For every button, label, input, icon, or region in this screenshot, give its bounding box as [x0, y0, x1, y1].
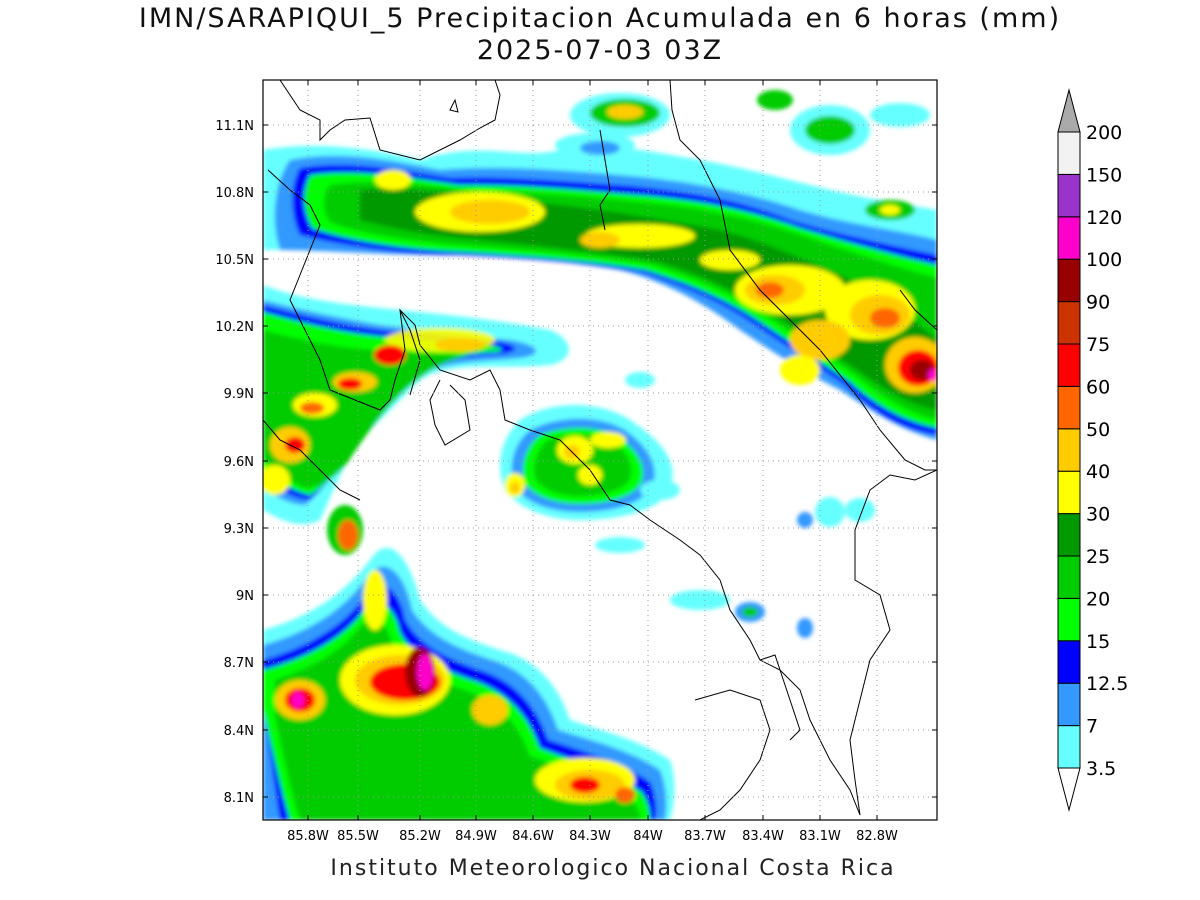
- lon-tick-label: 85.8W: [287, 829, 329, 844]
- colorbar-label: 100: [1086, 249, 1122, 271]
- colorbar-swatch: [1057, 173, 1081, 218]
- colorbar-label: 7: [1086, 716, 1098, 738]
- lon-tick-label: 84W: [633, 829, 663, 844]
- lat-lon-grid: [263, 80, 937, 820]
- lon-tick-label: 82.8W: [856, 829, 898, 844]
- map-datetime: 2025-07-03 03Z: [476, 35, 724, 66]
- latitude-axis: 11.1N 10.8N 10.5N 10.2N 9.9N 9.6N 9.3N 9N 8.7N 8.…: [215, 119, 937, 806]
- colorbar-swatch: [1057, 682, 1081, 727]
- colorbar-label: 75: [1086, 334, 1110, 356]
- map-frame: [262, 79, 938, 821]
- lat-tick-label: 11.1N: [215, 119, 254, 134]
- colorbar-label: 25: [1086, 546, 1110, 568]
- colorbar-label: 90: [1086, 292, 1110, 314]
- colorbar-swatch: [1057, 640, 1081, 684]
- colorbar-swatch: [1057, 343, 1081, 387]
- colorbar-label: 40: [1086, 461, 1110, 483]
- map-title: IMN/SARAPIQUI_5 Precipitacion Acumulada …: [138, 3, 1062, 34]
- lon-tick-label: 83.4W: [742, 829, 784, 844]
- colorbar-swatch: [1057, 555, 1081, 599]
- lat-tick-label: 10.2N: [215, 320, 254, 335]
- colorbar-swatch: [1057, 385, 1081, 430]
- colorbar-swatch: [1057, 597, 1081, 642]
- coastlines-and-borders: [263, 80, 937, 820]
- colorbar-label: 50: [1086, 419, 1110, 441]
- colorbar-swatch: [1057, 725, 1081, 769]
- colorbar-lower-arrow: [1057, 767, 1081, 812]
- lon-tick-label: 85.2W: [399, 829, 441, 844]
- colorbar-label: 120: [1086, 207, 1122, 229]
- lat-tick-label: 9.3N: [224, 522, 254, 537]
- lon-tick-label: 84.3W: [569, 829, 611, 844]
- colorbar-swatch: [1057, 301, 1081, 345]
- colorbar-label: 150: [1086, 164, 1122, 186]
- colorbar-swatch: [1057, 470, 1081, 515]
- lat-tick-label: 9N: [236, 589, 254, 604]
- colorbar-label: 30: [1086, 504, 1110, 526]
- colorbar-swatch: [1057, 428, 1081, 472]
- colorbar-label: 20: [1086, 588, 1110, 610]
- lat-tick-label: 8.1N: [224, 791, 254, 806]
- colorbar-label: 60: [1086, 376, 1110, 398]
- institution-credit: Instituto Meteorologico Nacional Costa R…: [330, 856, 896, 881]
- longitude-axis: 85.8W 85.5W 85.2W 84.9W 84.6W 84.3W 84W 83.7W 83…: [287, 80, 898, 844]
- lon-tick-label: 83.7W: [684, 829, 726, 844]
- colorbar-swatch: [1057, 513, 1081, 557]
- colorbar-swatch: [1057, 216, 1081, 260]
- colorbar-label: 12.5: [1086, 673, 1128, 695]
- lon-tick-label: 83.1W: [799, 829, 841, 844]
- lon-tick-label: 85.5W: [337, 829, 379, 844]
- lat-tick-label: 9.6N: [224, 455, 254, 470]
- lat-tick-label: 10.8N: [215, 186, 254, 201]
- lat-tick-label: 9.9N: [224, 387, 254, 402]
- lon-tick-label: 84.9W: [455, 829, 497, 844]
- colorbar-label: 200: [1086, 122, 1122, 144]
- colorbar-label: 15: [1086, 631, 1110, 653]
- precipitation-field: [263, 90, 937, 820]
- lat-tick-label: 8.4N: [224, 724, 254, 739]
- colorbar-label: 3.5: [1086, 758, 1116, 780]
- lat-tick-label: 8.7N: [224, 656, 254, 671]
- lon-tick-label: 84.6W: [512, 829, 554, 844]
- lat-tick-label: 10.5N: [215, 253, 254, 268]
- colorbar-upper-arrow: [1057, 88, 1081, 133]
- colorbar-swatch: [1057, 258, 1081, 303]
- colorbar-swatch: [1057, 131, 1081, 175]
